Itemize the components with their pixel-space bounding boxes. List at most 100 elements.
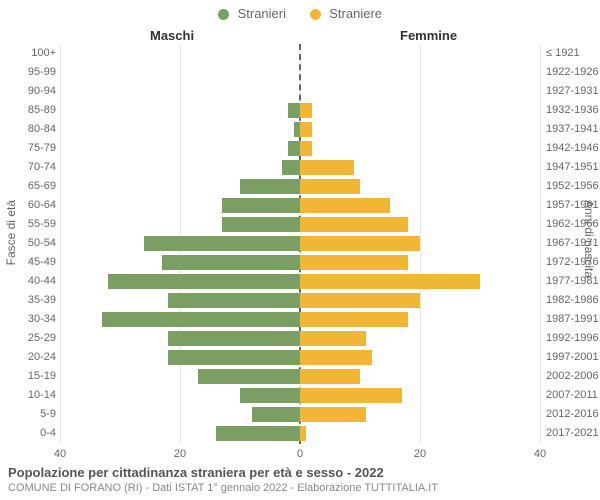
pyramid-row	[60, 158, 540, 177]
pyramid-row	[60, 177, 540, 196]
pyramid-row	[60, 310, 540, 329]
bar-male	[216, 426, 300, 441]
age-label-left: 55-59	[12, 218, 56, 230]
birth-label-right: 1967-1971	[546, 237, 599, 249]
bar-female	[300, 293, 420, 308]
chart-container: Stranieri Straniere Maschi Femmine Fasce…	[0, 0, 600, 500]
pyramid-row	[60, 348, 540, 367]
pyramid-row	[60, 367, 540, 386]
birth-label-right: 1992-1996	[546, 332, 599, 344]
legend: Stranieri Straniere	[0, 6, 600, 21]
birth-label-right: 2002-2006	[546, 370, 599, 382]
legend-label-female: Straniere	[329, 6, 382, 21]
birth-label-right: 1947-1951	[546, 161, 599, 173]
pyramid-row	[60, 253, 540, 272]
x-tick-label: 40	[534, 448, 546, 460]
x-tick-label: 20	[414, 448, 426, 460]
bar-female	[300, 160, 354, 175]
pyramid-row	[60, 405, 540, 424]
bar-female	[300, 198, 390, 213]
pyramid-row	[60, 234, 540, 253]
age-label-left: 40-44	[12, 275, 56, 287]
legend-item-female: Straniere	[310, 6, 382, 21]
bar-male	[288, 141, 300, 156]
age-label-left: 30-34	[12, 313, 56, 325]
birth-label-right: 1932-1936	[546, 104, 599, 116]
bar-female	[300, 255, 408, 270]
legend-label-male: Stranieri	[238, 6, 286, 21]
bar-male	[108, 274, 300, 289]
bar-male	[288, 103, 300, 118]
age-label-left: 5-9	[12, 408, 56, 420]
legend-swatch-male	[218, 9, 229, 20]
bar-female	[300, 331, 366, 346]
age-label-left: 75-79	[12, 142, 56, 154]
birth-label-right: 2007-2011	[546, 389, 598, 401]
birth-label-right: 1962-1966	[546, 218, 599, 230]
footer-title: Popolazione per cittadinanza straniera p…	[8, 465, 592, 480]
birth-label-right: 2012-2016	[546, 408, 599, 420]
birth-label-right: 1922-1926	[546, 66, 599, 78]
pyramid-row	[60, 44, 540, 63]
bar-male	[168, 293, 300, 308]
bar-female	[300, 236, 420, 251]
footer: Popolazione per cittadinanza straniera p…	[8, 465, 592, 494]
bar-female	[300, 407, 366, 422]
age-label-left: 15-19	[12, 370, 56, 382]
age-label-left: 35-39	[12, 294, 56, 306]
side-title-left: Maschi	[150, 28, 194, 43]
legend-item-male: Stranieri	[218, 6, 286, 21]
age-label-left: 70-74	[12, 161, 56, 173]
bar-male	[240, 179, 300, 194]
bar-female	[300, 103, 312, 118]
age-label-left: 25-29	[12, 332, 56, 344]
birth-label-right: 1987-1991	[546, 313, 599, 325]
x-tick-label: 0	[297, 448, 303, 460]
age-label-left: 10-14	[12, 389, 56, 401]
pyramid-row	[60, 215, 540, 234]
bar-male	[168, 331, 300, 346]
birth-label-right: 1957-1961	[546, 199, 599, 211]
bar-female	[300, 122, 312, 137]
footer-subtitle: COMUNE DI FORANO (RI) - Dati ISTAT 1° ge…	[8, 482, 592, 494]
bar-female	[300, 369, 360, 384]
birth-label-right: 1972-1976	[546, 256, 599, 268]
bar-male	[144, 236, 300, 251]
age-label-left: 85-89	[12, 104, 56, 116]
birth-label-right: 1997-2001	[546, 351, 599, 363]
pyramid-row	[60, 101, 540, 120]
birth-label-right: 1952-1956	[546, 180, 599, 192]
x-tick-label: 20	[174, 448, 186, 460]
birth-label-right: 1937-1941	[546, 123, 599, 135]
age-label-left: 20-24	[12, 351, 56, 363]
bar-female	[300, 388, 402, 403]
age-label-left: 90-94	[12, 85, 56, 97]
pyramid-row	[60, 139, 540, 158]
bar-male	[168, 350, 300, 365]
bar-male	[282, 160, 300, 175]
bar-female	[300, 141, 312, 156]
age-label-left: 45-49	[12, 256, 56, 268]
bar-male	[198, 369, 300, 384]
bar-male	[102, 312, 300, 327]
bar-male	[252, 407, 300, 422]
birth-label-right: 2017-2021	[546, 427, 599, 439]
pyramid-row	[60, 424, 540, 443]
birth-label-right: ≤ 1921	[546, 47, 580, 59]
birth-label-right: 1977-1981	[546, 275, 599, 287]
age-label-left: 65-69	[12, 180, 56, 192]
grid-line	[540, 44, 541, 444]
pyramid-row	[60, 120, 540, 139]
birth-label-right: 1982-1986	[546, 294, 599, 306]
age-label-left: 100+	[12, 47, 56, 59]
pyramid-row	[60, 272, 540, 291]
bar-female	[300, 350, 372, 365]
pyramid-chart: 100+≤ 192195-991922-192690-941927-193185…	[60, 44, 540, 444]
bar-female	[300, 426, 306, 441]
pyramid-row	[60, 63, 540, 82]
side-title-right: Femmine	[400, 28, 457, 43]
age-label-left: 95-99	[12, 66, 56, 78]
age-label-left: 60-64	[12, 199, 56, 211]
pyramid-row	[60, 329, 540, 348]
x-tick-label: 40	[54, 448, 66, 460]
